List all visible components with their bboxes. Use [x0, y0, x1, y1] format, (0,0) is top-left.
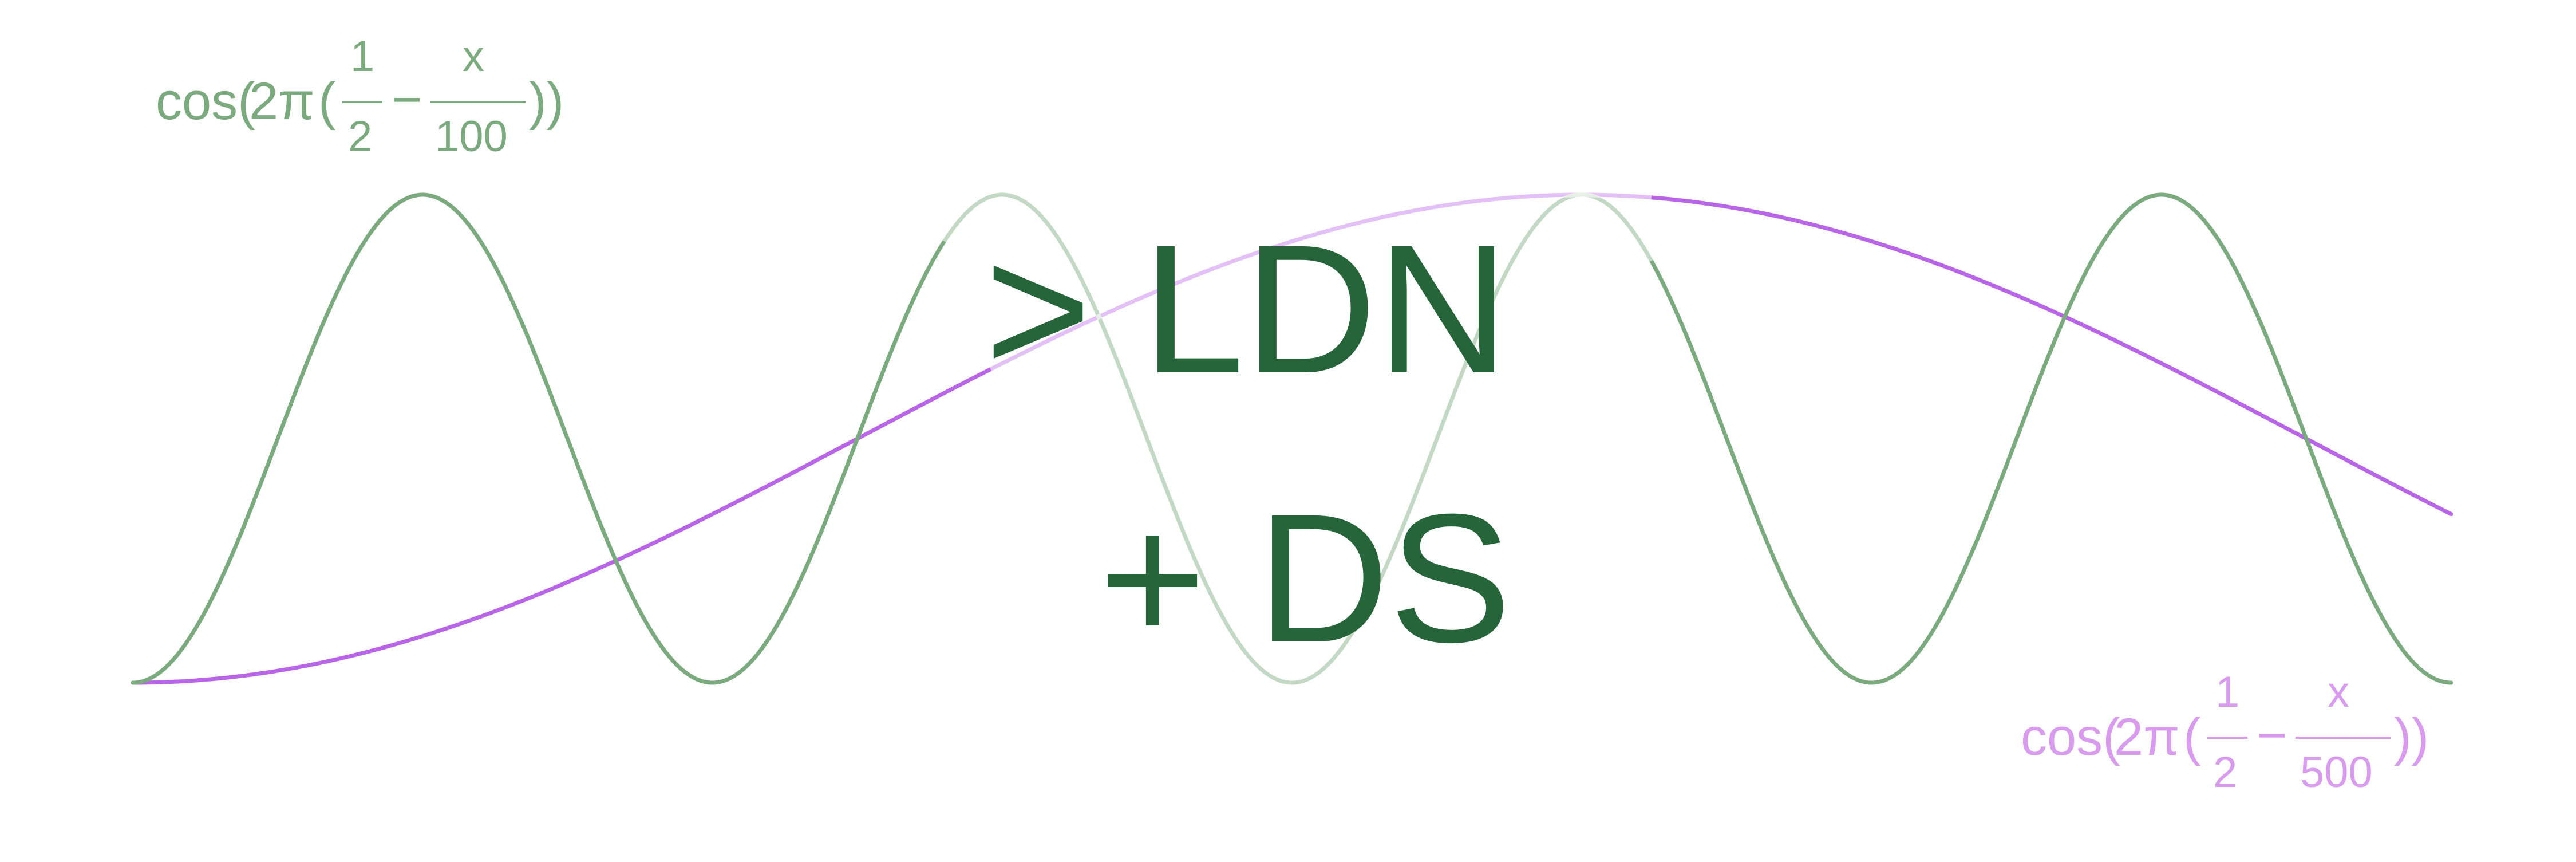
formula-frac1-den: 2 [2213, 748, 2237, 797]
formula-frac2-den: 100 [435, 112, 508, 161]
formula-prefix: cos( [2021, 708, 2120, 766]
formula-prefix: cos( [156, 72, 255, 131]
formula-frac2-num: x [2328, 668, 2349, 717]
fast-wave-formula: cos( 2π ( 1 2 − x 100 )) [156, 32, 564, 161]
formula-minus: − [2257, 706, 2287, 765]
logo-line-ldn: > LDN [985, 206, 1509, 411]
formula-frac1-num: 1 [350, 32, 374, 81]
formula-two-pi: 2π [249, 72, 315, 131]
formula-suffix: )) [529, 72, 564, 131]
formula-minus: − [392, 70, 422, 129]
logo-line-ds: + DS [1099, 475, 1511, 680]
slow-wave-formula: cos( 2π ( 1 2 − x 500 )) [2021, 668, 2429, 797]
formula-frac2-den: 500 [2300, 748, 2373, 797]
formula-frac2-num: x [463, 32, 484, 81]
formula-open-paren: ( [2183, 708, 2201, 766]
formula-frac1-num: 1 [2215, 668, 2239, 717]
logo-wordmark: > LDN + DS [985, 206, 1511, 680]
formula-two-pi: 2π [2114, 708, 2180, 766]
formula-frac1-den: 2 [348, 112, 372, 161]
formula-open-paren: ( [318, 72, 336, 131]
formula-suffix: )) [2394, 708, 2429, 766]
